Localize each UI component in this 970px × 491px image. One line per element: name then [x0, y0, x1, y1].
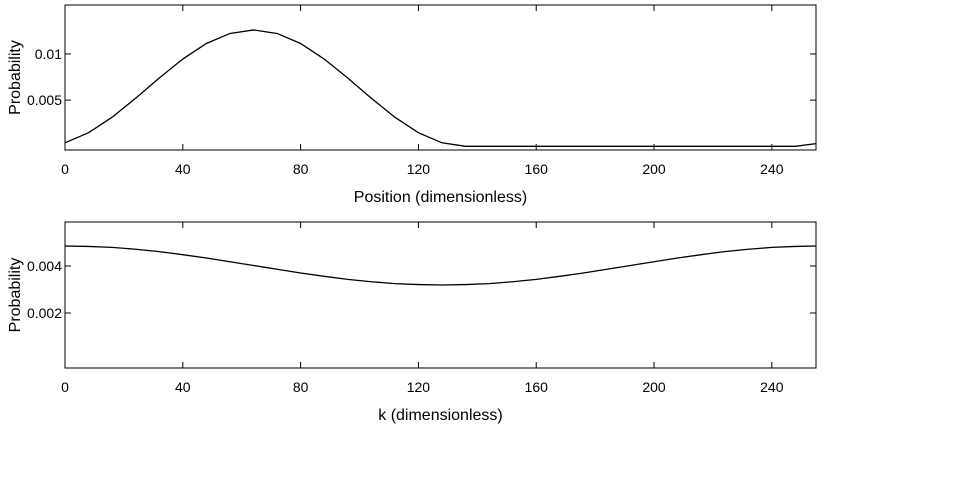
x-tick-label: 0: [61, 161, 69, 177]
y-axis-label: Probability: [7, 40, 24, 115]
x-tick-label: 160: [525, 161, 549, 177]
y-axis-label: Probability: [7, 258, 24, 333]
x-tick-label: 120: [407, 161, 431, 177]
x-tick-label: 240: [760, 161, 784, 177]
y-tick-label: 0.005: [27, 92, 62, 108]
y-tick-label: 0.002: [27, 305, 62, 321]
x-tick-label: 120: [407, 379, 431, 395]
y-tick-label: 0.004: [27, 258, 62, 274]
x-axis-label: k (dimensionless): [378, 407, 502, 424]
data-line: [64, 245, 817, 286]
x-tick-label: 40: [175, 161, 191, 177]
x-tick-label: 80: [293, 379, 309, 395]
x-tick-label: 200: [642, 379, 666, 395]
x-tick-label: 40: [175, 379, 191, 395]
x-tick-label: 200: [642, 161, 666, 177]
y-tick-label: 0.01: [35, 46, 62, 62]
x-tick-label: 80: [293, 161, 309, 177]
data-line: [64, 29, 817, 147]
plot-frame: [64, 221, 817, 369]
x-tick-label: 160: [525, 379, 549, 395]
x-tick-label: 240: [760, 379, 784, 395]
x-tick-label: 0: [61, 379, 69, 395]
plot-frame: [64, 4, 817, 151]
x-axis-label: Position (dimensionless): [354, 189, 527, 206]
